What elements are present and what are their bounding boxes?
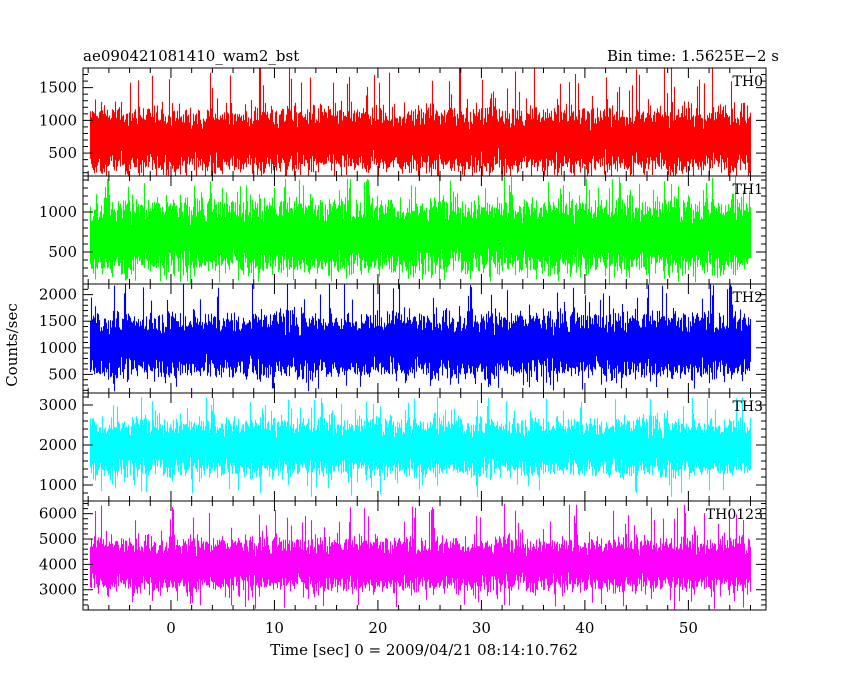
y-tick-label: 4000: [39, 555, 77, 573]
y-axis-title: Counts/sec: [3, 303, 21, 387]
x-tick-label: 20: [368, 619, 387, 637]
panel-th3: 1000 2000 3000 TH3: [39, 392, 767, 502]
panels: 500 1000 1500 TH0 500 1000 TH1 500 1000 1500 2000 T…: [39, 67, 767, 611]
panel-th0123: 3000 4000 5000 6000 TH0123: [39, 500, 767, 611]
y-tick-label: 500: [48, 365, 77, 383]
series-th1: [89, 176, 752, 284]
x-tick-label: 50: [679, 619, 698, 637]
y-tick-label: 2000: [39, 436, 77, 454]
panel-th2: 500 1000 1500 2000 TH2: [39, 283, 767, 394]
series-th3: [89, 397, 752, 497]
y-tick-label: 1500: [39, 79, 77, 97]
series-th0: [89, 68, 752, 176]
figure-title: ae090421081410_wam2_bst: [83, 47, 299, 65]
panel-th1: 500 1000 TH1: [39, 175, 767, 285]
panel-frame: [82, 500, 767, 611]
panel-label: TH0123: [706, 507, 763, 523]
bin-time-label: Bin time: 1.5625E−2 s: [607, 47, 779, 65]
y-tick-label: 500: [48, 243, 77, 261]
y-tick-label: 3000: [39, 396, 77, 414]
panel-label: TH2: [733, 290, 763, 306]
x-tick-label: 0: [166, 619, 176, 637]
panel-label: TH3: [733, 399, 763, 415]
y-tick-label: 1000: [39, 339, 77, 357]
x-tick-label: 40: [575, 619, 594, 637]
series-th2: [89, 284, 752, 392]
panel-label: TH1: [733, 182, 763, 198]
x-tick-label: 10: [265, 619, 284, 637]
x-tick-label: 30: [472, 619, 491, 637]
y-tick-label: 6000: [39, 505, 77, 523]
x-axis: 0 10 20 30 40 50: [166, 619, 698, 637]
x-axis-title: Time [sec] 0 = 2009/04/21 08:14:10.762: [270, 641, 578, 659]
panel-label: TH0: [733, 74, 763, 90]
y-tick-label: 5000: [39, 530, 77, 548]
y-tick-label: 1000: [39, 203, 77, 221]
y-tick-label: 3000: [39, 581, 77, 599]
series-th0123: [89, 503, 752, 610]
y-tick-label: 500: [48, 144, 77, 162]
panel-th0: 500 1000 1500 TH0: [39, 67, 767, 177]
y-tick-label: 2000: [39, 286, 77, 304]
y-tick-label: 1000: [39, 111, 77, 129]
y-tick-label: 1500: [39, 312, 77, 330]
y-tick-label: 1000: [39, 476, 77, 494]
